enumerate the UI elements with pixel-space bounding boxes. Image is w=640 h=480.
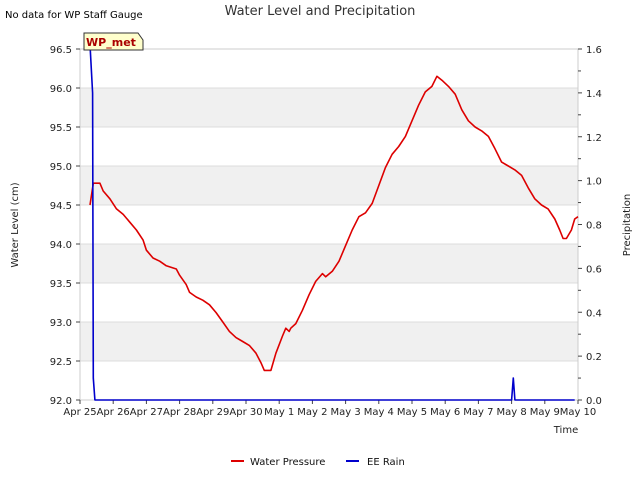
- x-tick-label: Apr 29: [196, 407, 229, 418]
- series-line-water-pressure: [89, 75, 579, 372]
- y-right-tick-label: 0.8: [586, 221, 602, 232]
- y-left-tick-label: 95.0: [50, 162, 72, 173]
- y-left-tick-label: 92.5: [50, 357, 72, 368]
- y-left-axis-label: Water Level (cm): [10, 182, 21, 267]
- y-left-tick-label: 96.5: [50, 45, 72, 56]
- grid-band: [80, 88, 578, 127]
- x-axis: Apr 25 Apr 26 Apr 27 Apr 28 Apr 29 Apr 30 May …: [63, 400, 596, 418]
- badge-shape: [83, 32, 144, 51]
- grid-band: [80, 166, 578, 205]
- x-tick-label: Apr 26: [97, 407, 130, 418]
- x-tick-label: May 6: [430, 407, 460, 418]
- y-right-tick-label: 0.2: [586, 352, 602, 363]
- y-right-tick-label: 0.0: [586, 396, 602, 407]
- x-tick-label: Apr 28: [163, 407, 196, 418]
- y-right-tick-label: 1.6: [586, 45, 602, 56]
- x-tick-label: May 3: [330, 407, 360, 418]
- badge-label: WP_met: [86, 36, 136, 49]
- y-right-axis: 0.0 0.2 0.4 0.6 0.8 1.0 1.2 1.4 1.6: [578, 45, 602, 407]
- x-tick-label: Apr 25: [63, 407, 96, 418]
- y-left-tick-label: 93.0: [50, 318, 72, 329]
- legend: Water Pressure EE Rain: [231, 457, 405, 468]
- y-right-axis-label: Precipitation: [622, 194, 633, 257]
- y-right-tick-label: 1.4: [586, 89, 602, 100]
- grid-band: [80, 322, 578, 361]
- x-tick-label: Apr 27: [130, 407, 163, 418]
- y-left-tick-label: 92.0: [50, 396, 72, 407]
- y-right-tick-label: 1.0: [586, 177, 602, 188]
- x-tick-label: May 7: [463, 407, 493, 418]
- x-tick-label: May 2: [297, 407, 327, 418]
- series-layer: [89, 44, 579, 401]
- y-right-tick-label: 0.4: [586, 308, 602, 319]
- series-line-ee-rain: [89, 44, 575, 401]
- x-tick-label: May 4: [364, 407, 394, 418]
- chart-title: Water Level and Precipitation: [225, 4, 416, 19]
- y-left-tick-label: 93.5: [50, 279, 72, 290]
- x-tick-label: May 1: [264, 407, 294, 418]
- station-badge: WP_met: [83, 32, 144, 51]
- y-left-axis: 92.0 92.5 93.0 93.5 94.0 94.5 95.0 95.5 96.0 96.5: [50, 45, 80, 407]
- no-data-note: No data for WP Staff Gauge: [5, 10, 143, 21]
- x-tick-label: May 9: [530, 407, 560, 418]
- y-left-tick-label: 94.0: [50, 240, 72, 251]
- grid-bands: [80, 87, 578, 401]
- x-axis-label: Time: [553, 425, 578, 436]
- x-tick-label: May 5: [397, 407, 427, 418]
- legend-label-ee-rain: EE Rain: [367, 457, 405, 468]
- y-left-tick-label: 94.5: [50, 201, 72, 212]
- x-tick-label: Apr 30: [229, 407, 262, 418]
- y-left-tick-label: 95.5: [50, 123, 72, 134]
- y-right-tick-label: 1.2: [586, 133, 602, 144]
- y-left-tick-label: 96.0: [50, 84, 72, 95]
- legend-label-water-pressure: Water Pressure: [250, 457, 325, 468]
- grid-band: [80, 244, 578, 283]
- x-tick-label: May 8: [496, 407, 526, 418]
- x-tick-label: May 10: [560, 407, 597, 418]
- y-right-tick-label: 0.6: [586, 264, 602, 275]
